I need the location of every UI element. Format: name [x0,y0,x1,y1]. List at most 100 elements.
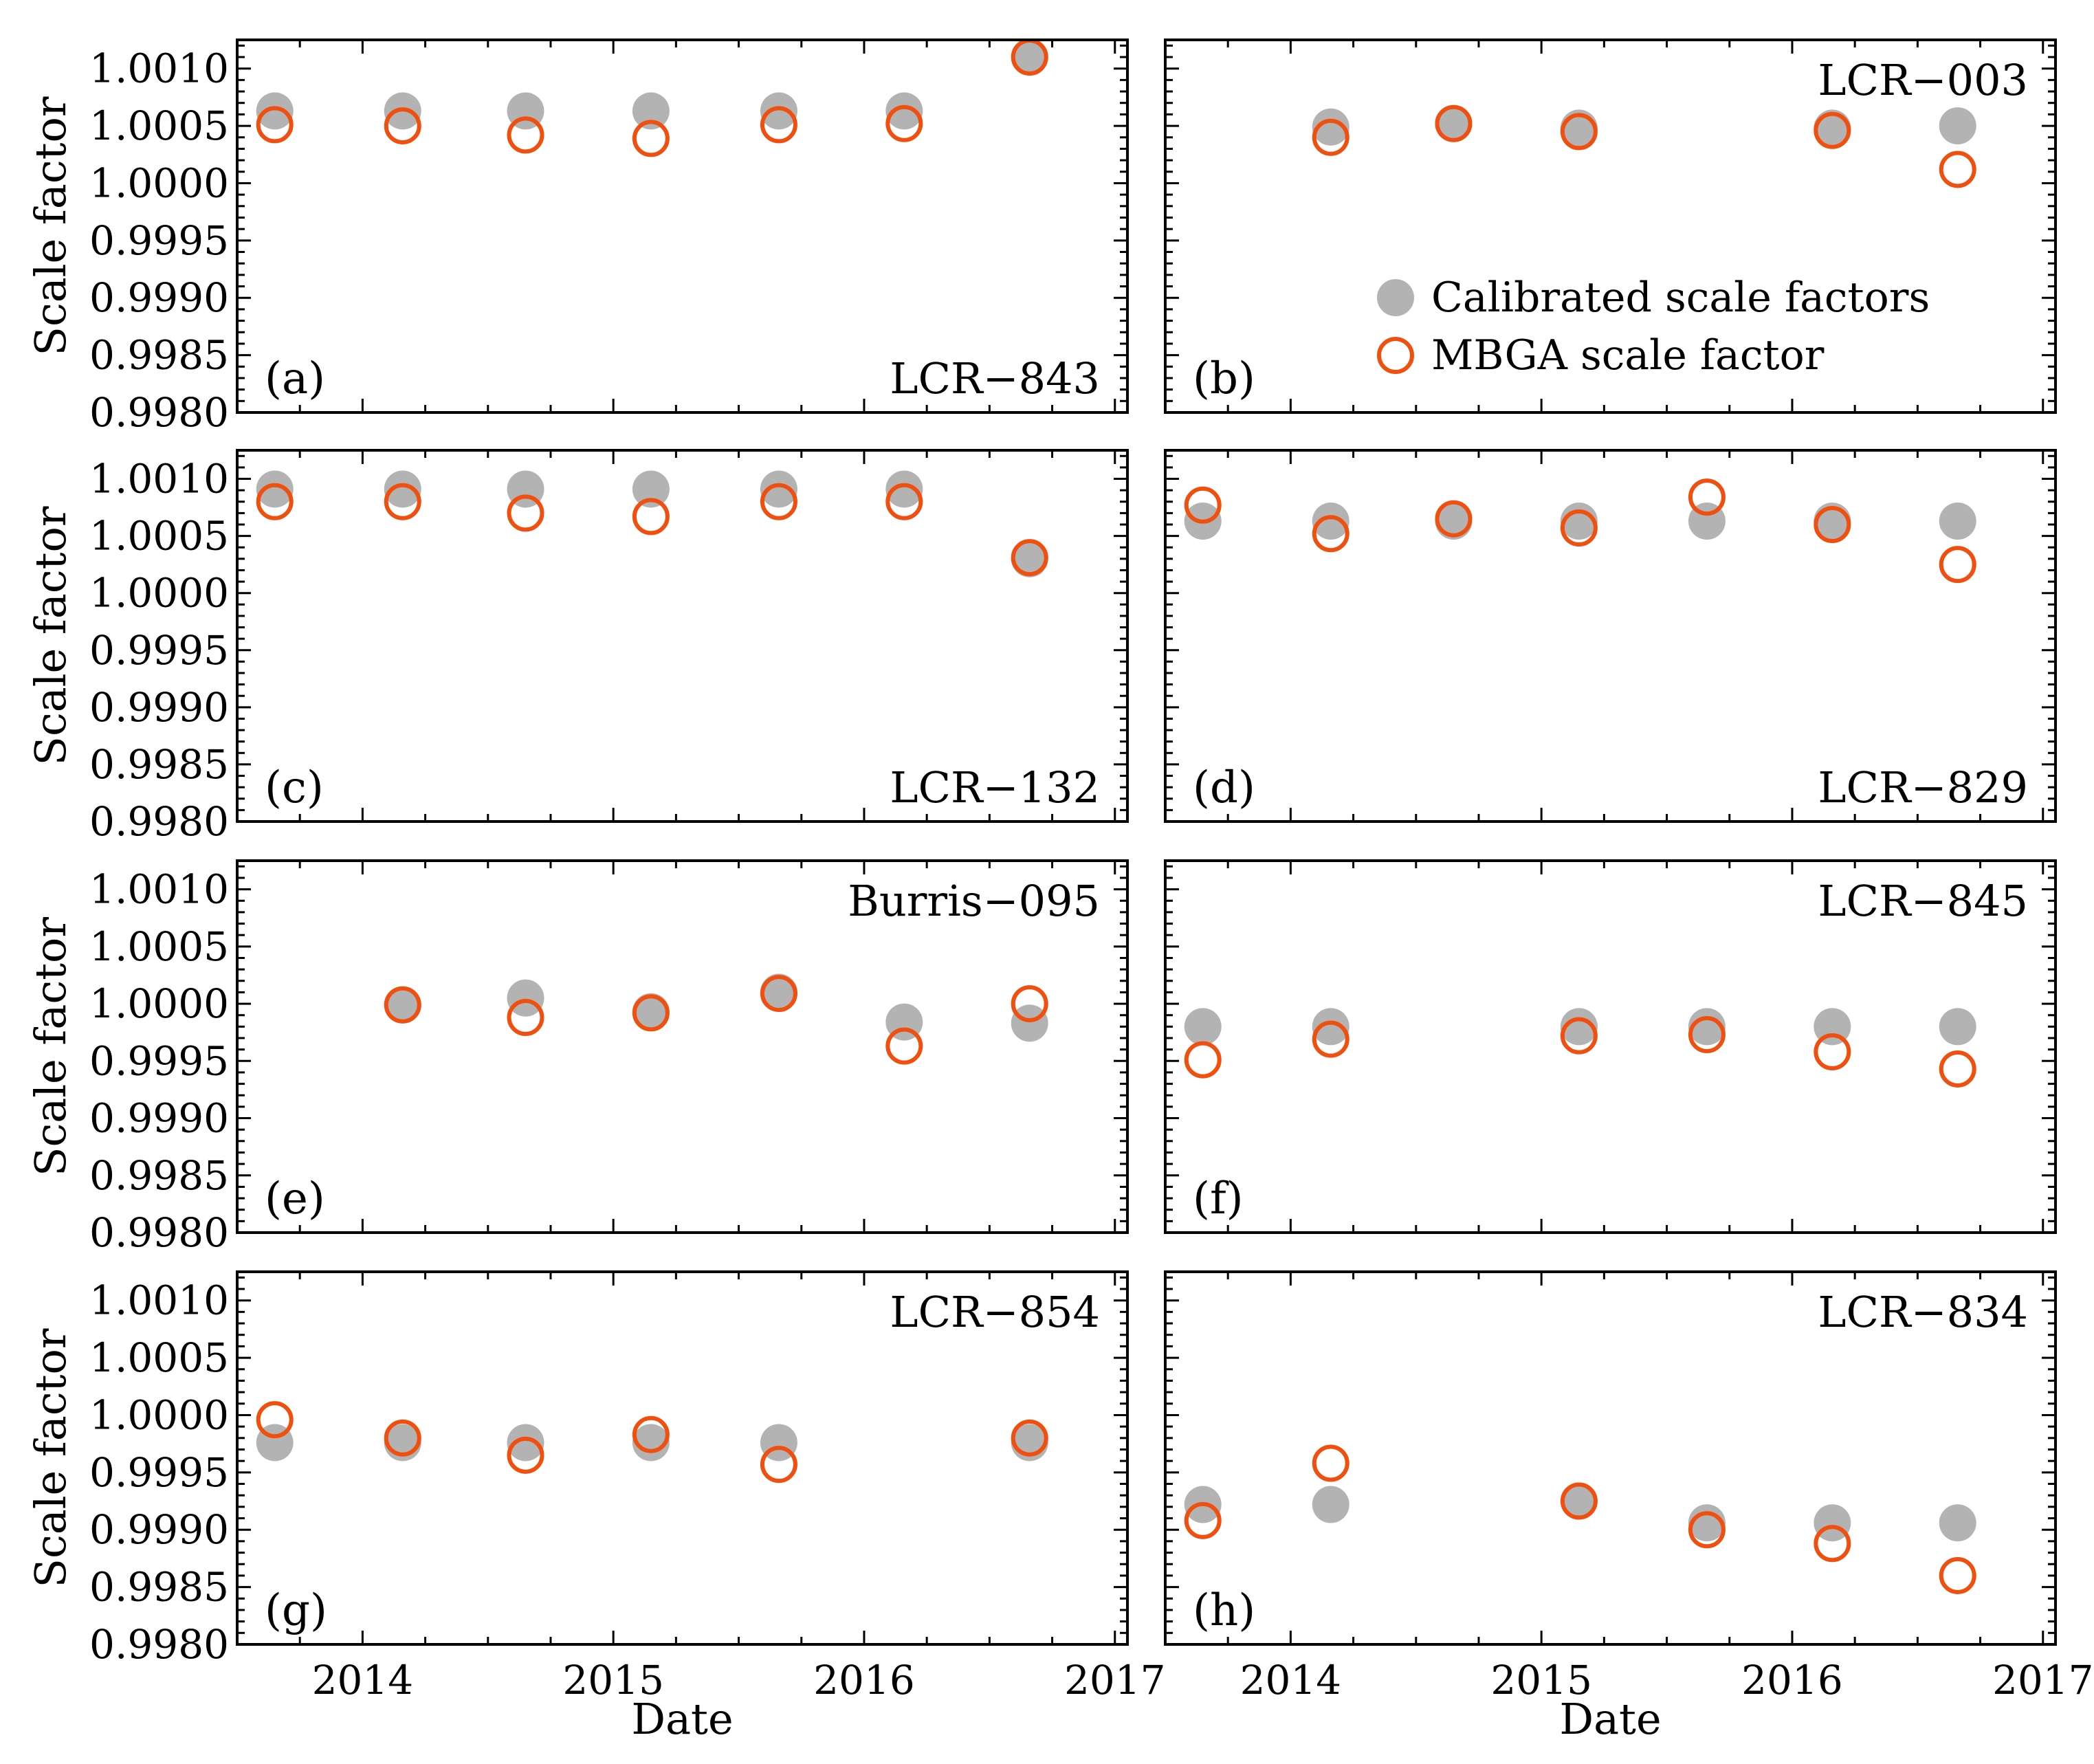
panel-g: 0.9980 0.9985 0.9990 0.9995 1.0000 1.0005 1.00… [25,1270,1166,1744]
mbga-point [1435,500,1473,538]
y-tick-label: 0.9995 [89,627,229,674]
mbga-point [1011,539,1048,577]
y-tick-label: 0.9990 [89,1095,229,1142]
mbga-point [632,120,670,157]
calibrated-point [632,92,670,130]
y-tick-label: 0.9990 [89,1506,229,1553]
calibrated-point [1560,1482,1598,1520]
calibrated-point [1560,503,1598,540]
y-tick-label: 1.0000 [89,159,229,206]
panel-frame [236,859,1129,1234]
panel-d: (d) LCR−829 [1164,449,2057,823]
panel-e: 0.9980 0.9985 0.9990 0.9995 1.0000 1.0005 1.00… [25,859,1129,1256]
y-tick-label: 0.9980 [89,1209,229,1256]
y-tick-label: 0.9995 [89,1449,229,1496]
y-axis-title: Scale factor [25,96,76,355]
y-tick-label: 1.0000 [89,1391,229,1438]
y-tick-label: 0.9985 [89,332,229,379]
mbga-point [760,1446,797,1484]
legend: Calibrated scale factors MBGA scale facto… [1377,274,1930,379]
calibrated-point [1435,104,1473,142]
y-axis-title: Scale factor [25,917,76,1176]
x-axis-title: Date [1559,1694,1661,1744]
y-axis-title: Scale factor [25,506,76,765]
panel-name: LCR−829 [1818,762,2028,813]
panel-name: LCR−854 [890,1287,1100,1337]
calibrated-point [632,470,670,508]
mbga-point [1560,1017,1598,1055]
calibrated-point [1312,1008,1349,1046]
mbga-point [1560,509,1598,547]
y-tick-label: 0.9985 [89,1564,229,1611]
panel-name: LCR−834 [1818,1287,2028,1337]
x-axis-title: Date [631,1694,733,1744]
calibrated-point [760,973,797,1011]
calibrated-point [1312,108,1349,146]
panel-letter: (c) [265,762,324,813]
mbga-point [885,483,923,520]
panel-name: Burris−095 [848,876,1100,926]
mbga-point [1011,1419,1048,1457]
mbga-point [1688,1016,1726,1054]
mbga-point [1939,1050,1976,1088]
panel-letter: (d) [1193,762,1255,813]
calibrated-point [507,979,544,1017]
y-tick-label: 1.0010 [89,45,229,92]
calibrated-point [632,1424,670,1462]
panel-c: 0.9980 0.9985 0.9990 0.9995 1.0000 1.0005 1.00… [25,449,1129,845]
y-tick-label: 0.9990 [89,684,229,731]
mbga-point [256,106,294,144]
x-tick-label: 2016 [1741,1657,1843,1704]
calibrated-point [256,470,294,508]
mbga-point [507,494,544,532]
mbga-point [760,483,797,520]
y-tick-label: 0.9985 [89,1152,229,1199]
y-tick-label: 0.9980 [89,389,229,436]
mbga-point [1312,1444,1349,1482]
calibrated-point [507,1424,544,1462]
y-tick-label: 1.0010 [89,1277,229,1324]
calibrated-point [760,470,797,508]
y-tick-label: 1.0000 [89,980,229,1027]
mbga-point [256,1401,294,1439]
mbga-point [507,116,544,154]
mbga-point [1435,104,1473,142]
panel-letter: (h) [1193,1585,1255,1636]
mbga-point [885,104,923,142]
y-tick-label: 1.0005 [89,1334,229,1381]
y-tick-label: 1.0010 [89,456,229,503]
mbga-point [1312,515,1349,553]
x-tick-label: 2017 [1992,1657,2094,1704]
panel-letter: (a) [265,353,325,404]
calibrated-point [760,92,797,130]
calibrated-point [1011,540,1048,577]
mbga-point [384,1419,421,1457]
mbga-point [885,1027,923,1065]
y-tick-label: 1.0000 [89,570,229,617]
y-tick-label: 0.9985 [89,741,229,788]
x-tick-label: 2017 [1064,1657,1166,1704]
panel-letter: (g) [265,1585,327,1636]
panel-name: LCR−132 [890,762,1100,813]
panel-name: LCR−843 [890,353,1100,404]
mbga-point [384,107,421,145]
mbga-point [632,498,670,536]
y-tick-label: 1.0010 [89,866,229,913]
calibrated-point [1312,503,1349,540]
panel-frame [236,38,1129,414]
calibrated-point [1939,1008,1976,1046]
mbga-point [1814,1525,1851,1563]
mbga-point [384,483,421,520]
mbga-point [1939,546,1976,584]
x-tick-label: 2016 [813,1657,915,1704]
panel-frame [1164,1270,2057,1646]
calibrated-point [1312,1486,1349,1523]
mbga-point [384,986,421,1024]
panel-b: (b) LCR−003 Calibrated scale factors MBGA s… [1164,38,2057,414]
mbga-point [1560,113,1598,151]
mbga-point [1312,1020,1349,1058]
calibrated-point [384,470,421,508]
calibrated-point [1939,503,1976,540]
y-tick-label: 1.0005 [89,923,229,970]
mbga-point [760,975,797,1013]
